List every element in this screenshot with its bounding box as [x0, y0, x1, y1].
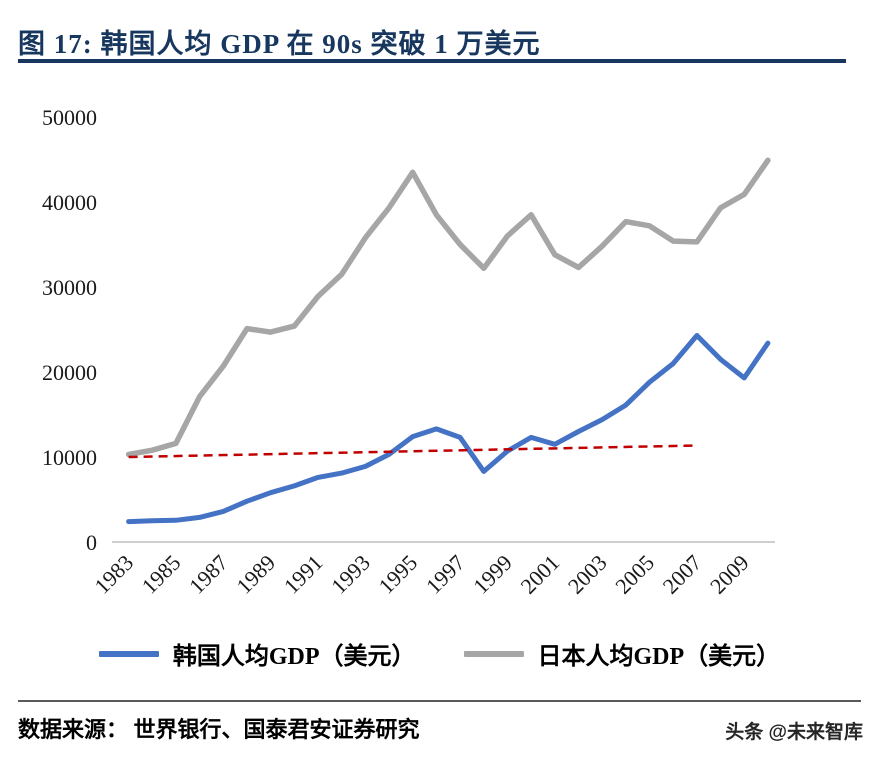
x-tick-label: 2009 — [705, 550, 754, 599]
title-underline — [18, 59, 846, 63]
x-tick-label: 1983 — [89, 550, 138, 599]
chart-svg: 0100002000030000400005000019831985198719… — [42, 105, 775, 599]
legend-label-korea: 韩国人均GDP（美元） — [172, 644, 416, 670]
footer-divider — [18, 700, 861, 702]
y-tick-label: 0 — [86, 530, 97, 555]
x-tick-label: 1993 — [326, 550, 375, 599]
x-tick-label: 2001 — [516, 550, 565, 599]
x-tick-label: 2003 — [563, 550, 612, 599]
x-tick-label: 2007 — [658, 550, 707, 599]
x-tick-label: 1989 — [231, 550, 280, 599]
x-tick-label: 1999 — [468, 550, 517, 599]
x-tick-label: 1995 — [373, 550, 422, 599]
figure-title: 图 17: 韩国人均 GDP 在 90s 突破 1 万美元 — [18, 29, 541, 59]
data-source: 数据来源： 世界银行、国泰君安证券研究 — [18, 717, 420, 742]
y-tick-label: 40000 — [42, 190, 97, 215]
watermark: 头条 @未来智库 — [725, 722, 863, 743]
japan-gdp-line — [125, 157, 771, 458]
y-tick-label: 30000 — [42, 275, 97, 300]
x-tick-label: 1985 — [137, 550, 186, 599]
korea-line-swatch — [98, 650, 159, 657]
chart: 0 10000 20000 30000 40000 50000 1983 1985 1987 19… — [0, 70, 879, 630]
korea-gdp-line — [126, 333, 771, 525]
legend: 韩国人均GDP（美元） 日本人均GDP（美元） — [0, 636, 879, 671]
legend-item-japan: 日本人均GDP（美元） — [463, 636, 781, 671]
legend-item-korea: 韩国人均GDP（美元） — [98, 636, 416, 671]
x-tick-label: 1987 — [184, 550, 233, 599]
y-tick-label: 20000 — [42, 360, 97, 385]
x-tick-label: 2005 — [610, 550, 659, 599]
y-tick-label: 50000 — [42, 105, 97, 130]
legend-label-japan: 日本人均GDP（美元） — [537, 644, 781, 670]
y-tick-label: 10000 — [42, 445, 97, 470]
ten-thousand-usd-reference-line — [128, 444, 697, 459]
japan-line-swatch — [463, 650, 524, 657]
x-tick-label: 1997 — [421, 550, 470, 599]
x-tick-label: 1991 — [279, 550, 328, 599]
